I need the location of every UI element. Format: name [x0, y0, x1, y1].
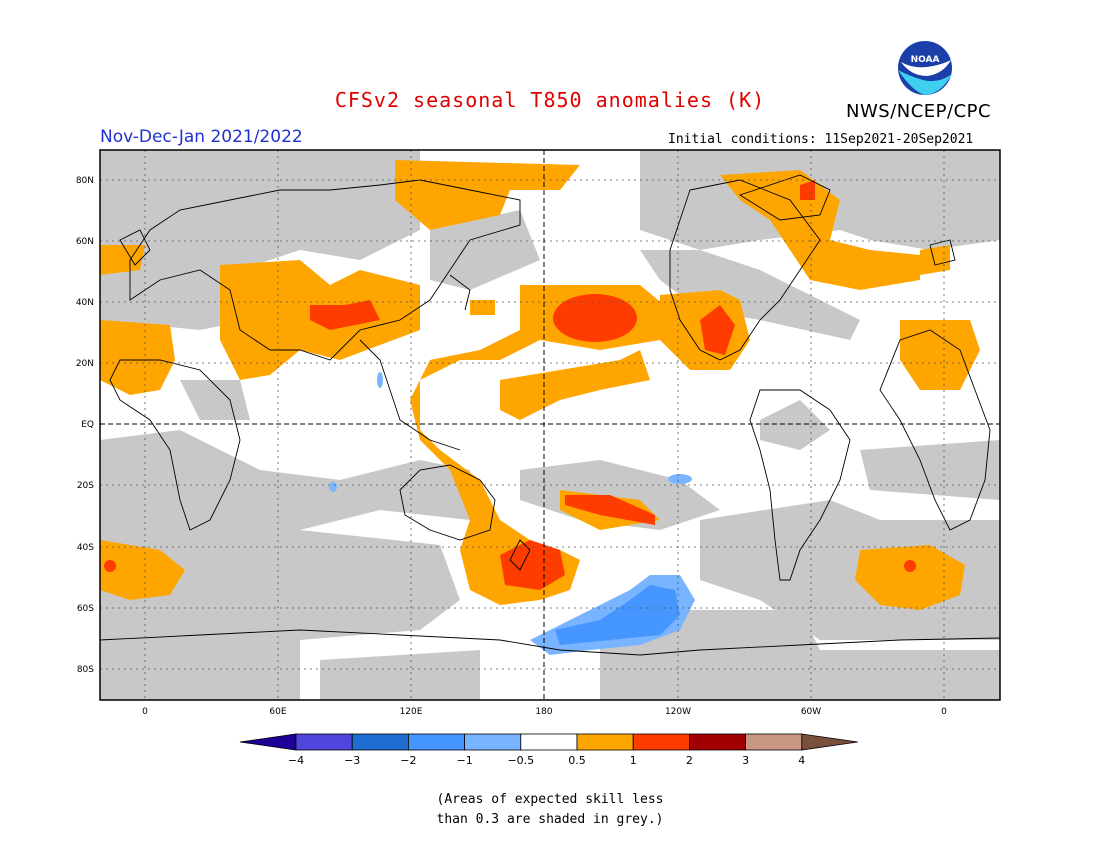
coastlines	[100, 174, 1000, 656]
logo-text: NOAA	[911, 55, 940, 65]
lon-label: 120E	[400, 707, 423, 717]
organization-label: NWS/NCEP/CPC	[846, 101, 992, 122]
lon-label: 0	[941, 707, 947, 717]
lat-label: 60S	[77, 604, 94, 614]
skill-note: (Areas of expected skill less than 0.3 a…	[0, 790, 1100, 830]
skill-note-line: than 0.3 are shaded in grey.)	[436, 812, 664, 827]
lon-label: 0	[142, 707, 148, 717]
lat-label: 80S	[77, 665, 94, 675]
lat-label: 60N	[76, 237, 94, 247]
lat-label: 40N	[76, 298, 94, 308]
lat-label: 40S	[77, 543, 94, 553]
map-title: CFSv2 seasonal T850 anomalies (K)	[334, 88, 766, 112]
noaa-logo: NOAA	[898, 41, 952, 95]
skill-note-line: (Areas of expected skill less	[436, 792, 664, 807]
lon-label: 120W	[665, 707, 691, 717]
forecast-period: Nov-Dec-Jan 2021/2022	[100, 127, 303, 147]
map-frame	[99, 149, 1001, 701]
lat-label: EQ	[81, 420, 94, 430]
lat-label: 20S	[77, 481, 94, 491]
lon-label: 60W	[801, 707, 821, 717]
initial-conditions: Initial conditions: 11Sep2021-20Sep2021	[668, 132, 974, 147]
graticule	[100, 150, 1000, 700]
equator-dateline	[100, 150, 1000, 700]
lon-label: 60E	[269, 707, 286, 717]
lon-label: 180	[535, 707, 552, 717]
strong-warm-anomaly-areas	[104, 180, 916, 590]
lat-label: 80N	[76, 176, 94, 186]
cold-anomaly-areas	[329, 372, 695, 655]
lat-label: 20N	[76, 359, 94, 369]
